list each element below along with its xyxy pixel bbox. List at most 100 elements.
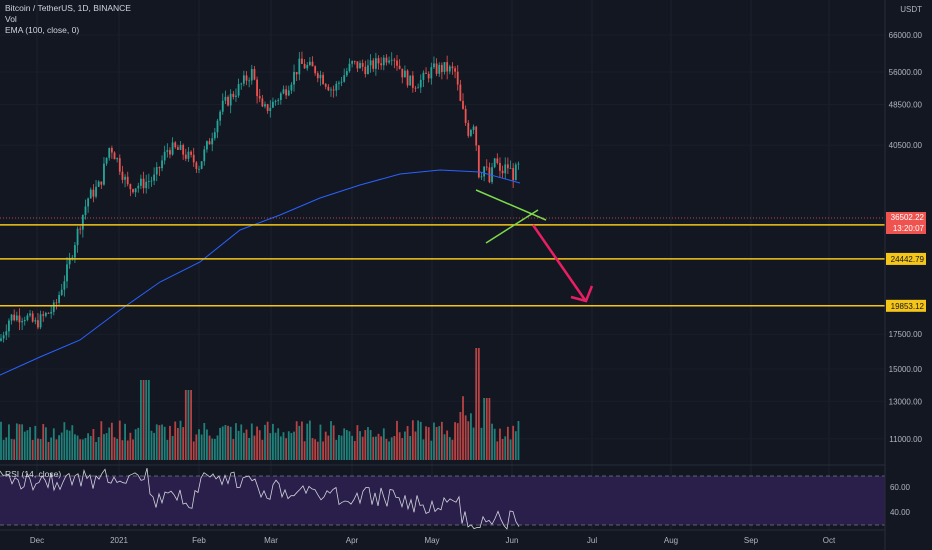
volume-legend[interactable]: Vol	[5, 14, 17, 24]
volume-bar	[338, 435, 340, 460]
volume-bar	[76, 435, 79, 460]
volume-bar	[369, 430, 372, 460]
projection-arrow[interactable]	[531, 224, 594, 303]
currency-label: USDT	[900, 5, 922, 14]
volume-bar	[253, 435, 256, 460]
candle-body	[137, 185, 140, 189]
volume-bar	[303, 441, 306, 460]
volume-bar	[491, 423, 493, 460]
volume-bar	[153, 432, 156, 460]
candle-body	[52, 302, 55, 312]
volume-bar	[425, 426, 427, 460]
candle-body	[113, 152, 116, 160]
volume-bar	[499, 428, 501, 460]
volume-bar	[448, 437, 451, 460]
candle-body	[499, 162, 501, 171]
volume-bar	[184, 390, 187, 460]
volume-bar	[332, 425, 335, 460]
candle-body	[446, 62, 449, 72]
support-price-label: 24442.79	[891, 255, 925, 264]
volume-bar	[501, 438, 504, 460]
volume-bar	[393, 436, 396, 460]
candle-body	[134, 188, 137, 193]
volume-bar	[158, 425, 161, 460]
candle-body	[295, 71, 298, 75]
candle-body	[79, 228, 82, 230]
volume-bar	[377, 433, 380, 460]
candle-body	[345, 71, 348, 76]
rsi-tick-label: 60.00	[890, 483, 911, 492]
volume-bar	[496, 441, 499, 460]
candle-body	[301, 58, 303, 64]
candle-body	[404, 70, 406, 78]
rsi-pane	[0, 464, 885, 530]
candle-body	[264, 104, 266, 107]
time-axis[interactable]: Dec 2021 Feb Mar Apr May Jun Jul Aug Sep Oct	[0, 529, 885, 545]
triangle-upper-line[interactable]	[475, 189, 547, 221]
price-axis[interactable]: USDT66000.0056000.0048500.0040500.002850…	[884, 0, 926, 550]
symbol-title[interactable]: Bitcoin / TetherUS, 1D, BINANCE	[5, 3, 131, 13]
volume-bar	[272, 423, 274, 460]
candle-body	[84, 206, 87, 215]
candle-body	[393, 59, 396, 61]
candle-body	[0, 338, 2, 341]
support-price-tag	[886, 299, 926, 312]
candle-body	[269, 107, 272, 112]
candles[interactable]	[0, 51, 520, 343]
volume-bar	[174, 421, 177, 460]
volume-bar	[187, 390, 190, 460]
candle-body	[380, 63, 383, 66]
volume-bar	[396, 420, 398, 460]
candle-body	[153, 174, 156, 181]
volume-bar	[95, 441, 97, 460]
candle-body	[150, 180, 153, 182]
ema-line	[0, 169, 521, 376]
candle-body	[274, 100, 277, 102]
countdown-label: 13:20:07	[893, 224, 925, 233]
candle-body	[81, 214, 84, 230]
volume-bar	[242, 432, 245, 460]
volume-bar	[58, 435, 60, 460]
candle-body	[470, 130, 472, 136]
candle-body	[235, 95, 237, 97]
triangle-pattern[interactable]	[475, 189, 547, 244]
candle-body	[100, 181, 103, 185]
volume-bar	[150, 430, 153, 460]
time-tick-label: Sep	[744, 536, 759, 545]
candle-body	[103, 163, 105, 185]
volume-bar	[435, 427, 438, 460]
arrow-shaft[interactable]	[531, 224, 587, 301]
volume-bar	[100, 421, 103, 460]
volume-bar	[443, 434, 446, 460]
volume-bar	[470, 413, 472, 460]
volume-bar	[221, 426, 224, 460]
candle-body	[277, 99, 280, 101]
candle-body	[248, 80, 251, 82]
rsi-legend[interactable]: RSI (14, close)	[5, 469, 62, 479]
triangle-lower-line[interactable]	[485, 209, 539, 244]
candle-body	[272, 101, 274, 108]
candle-body	[213, 132, 216, 139]
ema-legend[interactable]: EMA (100, close, 0)	[5, 25, 80, 35]
volume-bar	[8, 424, 10, 460]
candle-body	[406, 70, 409, 86]
volume-bar	[192, 441, 195, 460]
candle-body	[44, 312, 47, 316]
volume-bar	[55, 439, 58, 460]
volume-bar	[438, 426, 441, 460]
candle-body	[206, 141, 208, 150]
volume-bar	[203, 423, 206, 460]
last-price-label: 36502.22	[891, 213, 925, 222]
volume-bar	[229, 426, 232, 460]
volume-bar	[213, 438, 216, 460]
volume-bar	[266, 421, 269, 460]
volume-bar	[311, 438, 314, 460]
volume-bar	[116, 438, 119, 460]
candle-body	[306, 65, 309, 69]
candle-body	[224, 96, 227, 101]
candle-body	[245, 75, 248, 81]
candle-body	[176, 147, 179, 150]
volume-bar	[398, 432, 401, 460]
volume-bar	[18, 424, 21, 460]
